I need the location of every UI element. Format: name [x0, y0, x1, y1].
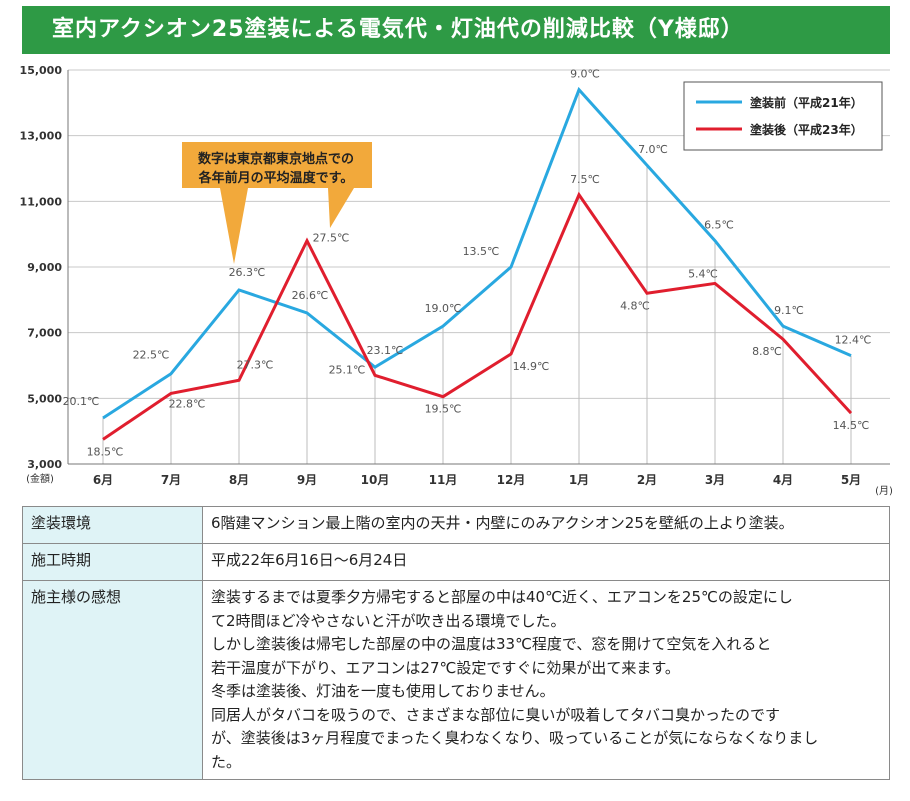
- callout-bubble: [182, 142, 372, 264]
- temperature-label: 22.8℃: [169, 397, 206, 410]
- temperature-label: 19.5℃: [425, 403, 462, 416]
- temperature-label: 7.5℃: [570, 173, 600, 186]
- x-tick-label: 1月: [569, 473, 589, 487]
- table-row: 施主様の感想 塗装するまでは夏季夕方帰宅すると部屋の中は40℃近く、エアコンを2…: [22, 580, 890, 780]
- x-tick-label: 10月: [361, 473, 390, 487]
- chart: 3,000 5,000 7,000 9,000 11,000 13,000 15,000 6月…: [20, 64, 893, 497]
- x-tick-label: 3月: [705, 473, 725, 487]
- table-row: 塗装環境 6階建マンション最上階の室内の天井・内壁にのみアクシオン25を壁紙の上…: [22, 506, 890, 544]
- temperature-label: 4.8℃: [620, 299, 650, 312]
- temperature-label: 20.1℃: [63, 395, 100, 408]
- y-tick-label: 5,000: [27, 392, 62, 405]
- x-tick-label: 7月: [161, 473, 181, 487]
- temperature-label: 7.0℃: [638, 143, 668, 156]
- legend-label-before: 塗装前（平成21年）: [750, 95, 863, 110]
- data-labels: 20.1℃ 22.5℃ 26.3℃ 26.6℃ 23.1℃ 19.0℃ 13.5℃ 9.0℃ 7…: [63, 68, 872, 459]
- page-title: 室内アクシオン25塗装による電気代・灯油代の削減比較（Y様邸）: [22, 6, 890, 54]
- y-tick-label: 7,000: [27, 327, 62, 340]
- comment-line: が、塗装後は3ヶ月程度でまったく臭わなくなり、吸っていることが気にならなくなりま…: [211, 729, 819, 747]
- callout-line-2: 各年前月の平均温度です。: [198, 170, 354, 186]
- row-label-period: 施工時期: [22, 543, 203, 581]
- row-label-comment: 施主様の感想: [22, 580, 203, 780]
- temperature-label: 23.1℃: [367, 344, 404, 357]
- x-unit-label: (月): [875, 485, 893, 497]
- temperature-label: 27.3℃: [237, 358, 274, 371]
- x-tick-label: 2月: [637, 473, 657, 487]
- row-value-environment: 6階建マンション最上階の室内の天井・内壁にのみアクシオン25を壁紙の上より塗装。: [202, 506, 890, 544]
- temperature-label: 13.5℃: [463, 245, 500, 258]
- y-tick-label: 15,000: [20, 64, 63, 77]
- temperature-label: 27.5℃: [313, 232, 350, 245]
- comment-line: 塗装するまでは夏季夕方帰宅すると部屋の中は40℃近く、エアコンを25℃の設定にし: [211, 588, 793, 606]
- temperature-label: 12.4℃: [835, 334, 872, 347]
- row-label-environment: 塗装環境: [22, 506, 203, 544]
- row-value-comment: 塗装するまでは夏季夕方帰宅すると部屋の中は40℃近く、エアコンを25℃の設定にし…: [202, 580, 890, 780]
- info-table: 塗装環境 6階建マンション最上階の室内の天井・内壁にのみアクシオン25を壁紙の上…: [22, 506, 890, 780]
- legend-label-after: 塗装後（平成23年）: [750, 122, 863, 137]
- comment-line: 若干温度が下がり、エアコンは27℃設定ですぐに効果が出て来ます。: [211, 658, 680, 677]
- temperature-label: 14.5℃: [833, 419, 870, 432]
- x-tick-label: 5月: [841, 473, 861, 487]
- temperature-label: 18.5℃: [87, 445, 124, 458]
- legend-box: [683, 81, 883, 151]
- temperature-label: 25.1℃: [329, 363, 366, 376]
- x-tick-label: 6月: [93, 473, 113, 487]
- series-line-before: [102, 86, 852, 420]
- annotation-callout: 数字は東京都東京地点での 各年前月の平均温度です。: [182, 142, 372, 264]
- comment-line: しかし塗装後は帰宅した部屋の中の温度は33℃程度で、窓を開けて空気を入れると: [211, 635, 772, 653]
- x-tick-label: 12月: [497, 473, 526, 487]
- temperature-label: 26.6℃: [292, 289, 329, 302]
- comment-line: て2時間ほど冷やさないと汗が吹き出る環境でした。: [211, 611, 566, 630]
- comment-line: 同居人がタバコを吸うので、さまざまな部位に臭いが吸着してタバコ臭かったのです: [211, 705, 780, 724]
- row-value-period: 平成22年6月16日〜6月24日: [202, 543, 890, 581]
- temperature-label: 19.0℃: [425, 302, 462, 315]
- x-tick-label: 4月: [773, 473, 793, 487]
- x-tick-label: 11月: [429, 473, 458, 487]
- series-line-after: [102, 191, 853, 441]
- x-tick-label: 8月: [229, 473, 249, 487]
- temperature-label: 9.1℃: [774, 304, 804, 317]
- legend: 塗装前（平成21年） 塗装後（平成23年）: [683, 81, 883, 151]
- comment-line: た。: [211, 752, 242, 771]
- x-tick-label: 9月: [297, 473, 317, 487]
- temperature-label: 14.9℃: [513, 360, 550, 373]
- temperature-label: 22.5℃: [133, 349, 170, 362]
- y-tick-label: 11,000: [20, 195, 63, 208]
- comment-line: 冬季は塗装後、灯油を一度も使用しておりません。: [211, 682, 555, 700]
- series: [102, 86, 853, 441]
- temperature-label: 26.3℃: [229, 266, 266, 279]
- temperature-label: 5.4℃: [688, 267, 718, 280]
- table-row: 施工時期 平成22年6月16日〜6月24日: [22, 543, 890, 581]
- y-tick-label: 13,000: [20, 130, 63, 143]
- temperature-label: 8.8℃: [752, 345, 782, 358]
- y-tick-label: 9,000: [27, 261, 62, 274]
- temperature-label: 9.0℃: [570, 68, 600, 81]
- y-tick-label: 3,000: [27, 458, 62, 471]
- callout-line-1: 数字は東京都東京地点での: [198, 151, 354, 167]
- y-unit-label: (金額): [26, 472, 54, 485]
- axes: 3,000 5,000 7,000 9,000 11,000 13,000 15,000 6月…: [20, 64, 890, 487]
- temperature-label: 6.5℃: [704, 219, 734, 232]
